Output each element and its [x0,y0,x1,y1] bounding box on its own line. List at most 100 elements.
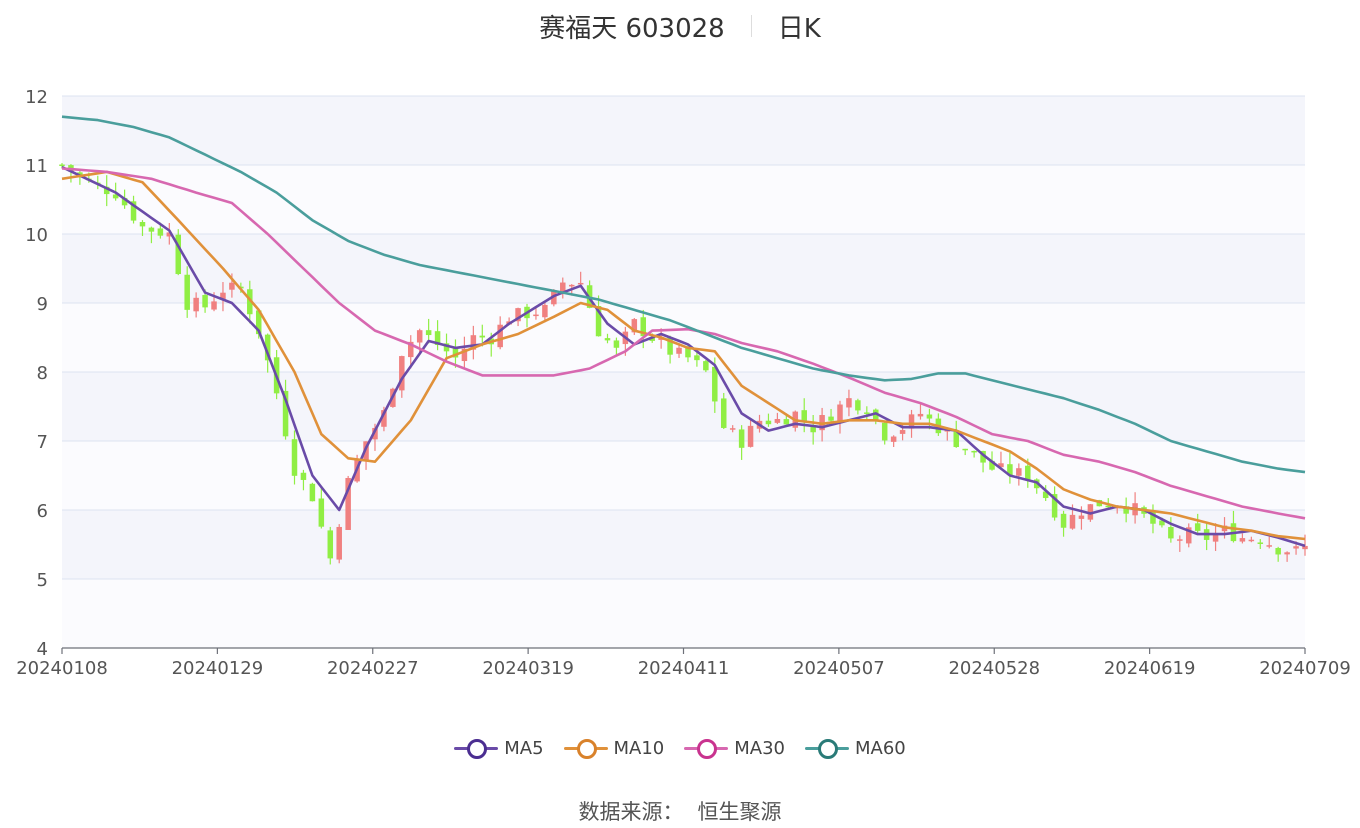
candle-body [1293,546,1299,549]
candle-body [560,282,566,293]
candle-body [685,347,691,358]
y-tick-label: 12 [25,87,48,108]
candle-body [1016,468,1022,476]
candle-body [801,410,807,422]
candle-body [1007,464,1013,476]
legend-label: MA5 [504,737,544,759]
candle-body [1123,506,1129,514]
candle-body [765,420,772,425]
candle-body [282,390,289,437]
candle-body [1159,520,1165,526]
band [62,372,1305,441]
candle-body [908,414,915,429]
candle-body [1060,513,1067,528]
x-tick-label: 20240227 [327,658,419,679]
candle-body [1194,523,1201,531]
band [62,96,1305,165]
candle-body [121,197,128,206]
candle-body [747,425,754,447]
candle-body [255,310,262,335]
candle-body [59,164,65,166]
legend-item-ma10[interactable]: MA10 [563,738,664,759]
candle-body [372,427,378,440]
candle-body [1168,527,1174,539]
candle-body [1266,545,1272,547]
candle-body [112,194,119,199]
candle-body [399,356,405,391]
candle-body [1302,545,1308,550]
y-tick-label: 8 [37,363,48,384]
candle-body [881,422,888,441]
candle-body [497,324,503,348]
candle-body [434,331,441,346]
legend-label: MA60 [855,737,906,759]
candle-body [989,460,995,470]
candle-body [828,416,834,421]
candle-body [193,297,199,312]
x-tick-label: 20240507 [793,658,885,679]
chart-legend: MA5 MA10 MA30 MA60 [0,734,1360,762]
candle-body [577,282,584,285]
candle-body [1275,548,1281,555]
candle-body [425,330,432,336]
candle-body [1105,505,1112,508]
candle-body [703,361,709,371]
candle-body [649,337,655,341]
candle-body [998,463,1004,468]
candle-body [568,284,575,287]
band [62,579,1305,648]
candle-body [345,477,351,530]
candle-body [1257,542,1264,544]
y-tick-label: 10 [25,225,48,246]
candle-body [926,414,933,419]
candle-body [229,282,235,290]
candle-body [1239,538,1246,542]
candle-body [810,425,816,433]
candle-body [980,450,986,463]
candle-body [300,472,307,480]
ma-line-ma10 [61,170,1306,541]
band [62,165,1305,234]
candle-body [443,343,450,352]
candle-body [899,430,906,434]
x-axis: 20240108 20240129 20240227 20240319 20240411… [16,647,1351,679]
candle-body [130,201,137,221]
candle-body [166,232,173,237]
candle-body [175,234,182,275]
stock-name: 赛福天 603028 [539,13,725,44]
y-axis-ticks: 4 5 6 7 8 9 10 11 12 [25,87,48,660]
candle-body [1069,514,1076,529]
candle-body [631,319,638,333]
y-tick-label: 7 [37,432,48,453]
legend-item-ma30[interactable]: MA30 [684,738,785,759]
candle-body [1284,552,1290,555]
candle-body [264,334,271,361]
candle-body [381,410,387,427]
candle-body [1051,494,1058,518]
candle-body [864,412,870,414]
candle-body [1025,465,1031,481]
candle-body [220,292,226,300]
y-tick-label: 4 [37,639,48,660]
candle-body [416,330,423,343]
chart-title: 赛福天 603028 日K [0,6,1360,46]
band [62,441,1305,510]
candle-body [515,308,521,322]
candle-body [846,398,852,408]
candle-body [461,348,468,362]
legend-item-ma5[interactable]: MA5 [454,737,544,759]
candle-body [247,289,253,315]
x-tick-label: 20240619 [1104,658,1196,679]
candle-body [953,430,959,448]
candle-body [470,335,477,350]
x-tick-label: 20240319 [482,658,574,679]
candle-body [595,306,602,337]
candle-body [202,295,208,308]
candle-body [211,301,217,310]
candle-body [533,314,539,317]
title-divider [750,15,752,37]
legend-item-ma60[interactable]: MA60 [805,738,906,759]
plot-background-bands [62,96,1305,648]
candle-body [890,436,897,442]
